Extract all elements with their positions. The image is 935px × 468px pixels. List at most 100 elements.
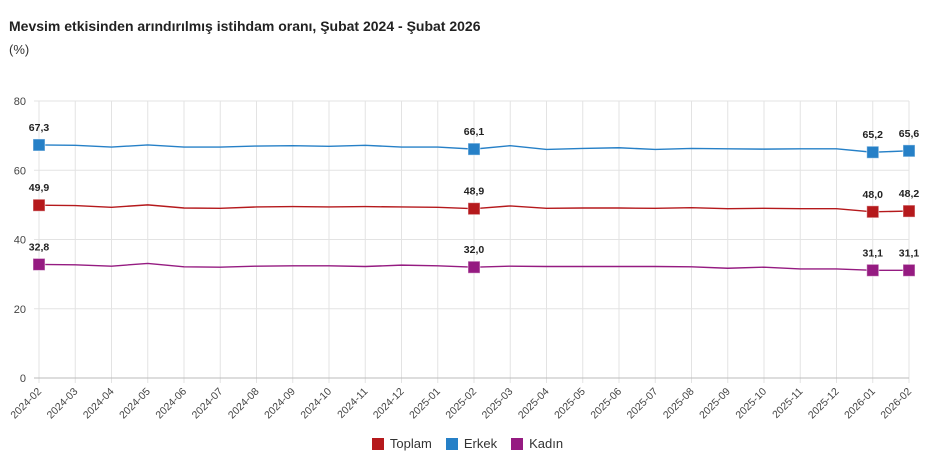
data-point — [364, 144, 367, 147]
x-tick-label: 2024-03 — [45, 386, 81, 422]
y-tick-label: 20 — [14, 304, 26, 316]
data-point — [799, 207, 802, 210]
x-tick-label: 2025-01 — [407, 386, 443, 422]
data-point — [763, 207, 766, 210]
data-point — [436, 146, 439, 149]
x-tick-label: 2025-02 — [443, 386, 479, 422]
data-point — [545, 148, 548, 151]
x-tick-label: 2025-12 — [806, 386, 842, 422]
data-point — [146, 203, 149, 206]
data-marker — [467, 142, 481, 156]
data-label: 49,9 — [29, 182, 50, 194]
data-point — [545, 265, 548, 268]
x-tick-label: 2025-07 — [625, 386, 661, 422]
data-point — [763, 266, 766, 269]
x-tick-label: 2025-05 — [552, 386, 588, 422]
data-point — [110, 206, 113, 209]
data-point — [255, 205, 258, 208]
x-tick-label: 2024-02 — [8, 386, 44, 422]
data-label: 66,1 — [464, 126, 485, 138]
data-point — [799, 267, 802, 270]
data-label: 32,8 — [29, 241, 50, 253]
data-marker — [32, 138, 46, 152]
y-tick-label: 80 — [14, 96, 26, 108]
data-label: 48,9 — [464, 186, 485, 198]
legend-swatch — [511, 437, 524, 450]
legend-swatch — [445, 437, 458, 450]
data-point — [835, 147, 838, 150]
data-point — [291, 205, 294, 208]
legend-swatch — [371, 437, 384, 450]
data-point — [110, 265, 113, 268]
data-point — [690, 265, 693, 268]
data-point — [618, 146, 621, 149]
data-point — [835, 267, 838, 270]
data-point — [291, 144, 294, 147]
data-point — [146, 143, 149, 146]
data-marker — [32, 257, 46, 271]
data-point — [364, 265, 367, 268]
data-point — [509, 265, 512, 268]
x-tick-label: 2025-04 — [516, 386, 552, 422]
legend-label: Toplam — [389, 436, 432, 451]
data-point — [183, 146, 186, 149]
data-label: 65,2 — [863, 129, 884, 141]
data-marker — [467, 260, 481, 274]
data-marker — [902, 204, 916, 218]
y-tick-label: 60 — [14, 165, 26, 177]
data-point — [581, 206, 584, 209]
data-point — [74, 263, 77, 266]
data-label: 31,1 — [863, 247, 884, 259]
data-point — [328, 145, 331, 148]
data-point — [618, 265, 621, 268]
data-marker — [32, 198, 46, 212]
data-label: 48,0 — [863, 189, 884, 201]
data-point — [110, 146, 113, 149]
data-point — [183, 206, 186, 209]
data-point — [618, 206, 621, 209]
data-label: 65,6 — [899, 128, 920, 140]
x-tick-label: 2025-10 — [733, 386, 769, 422]
data-point — [146, 262, 149, 265]
data-marker — [467, 202, 481, 216]
data-point — [74, 204, 77, 207]
data-point — [400, 205, 403, 208]
data-label: 67,3 — [29, 122, 50, 134]
x-tick-label: 2024-12 — [371, 386, 407, 422]
y-axis-unit: (%) — [9, 42, 30, 57]
x-tick-label: 2024-11 — [335, 386, 370, 421]
data-point — [328, 264, 331, 267]
chart-title: Mevsim etkisinden arındırılmış istihdam … — [9, 18, 481, 34]
data-point — [654, 207, 657, 210]
legend-label: Erkek — [463, 436, 498, 451]
data-point — [219, 146, 222, 149]
data-point — [654, 148, 657, 151]
legend-item-toplam[interactable]: Toplam — [371, 436, 432, 451]
x-tick-label: 2025-06 — [588, 386, 624, 422]
y-tick-label: 40 — [14, 235, 26, 247]
data-point — [436, 264, 439, 267]
data-point — [364, 205, 367, 208]
legend-item-kadın[interactable]: Kadın — [511, 436, 563, 451]
x-tick-label: 2025-11 — [770, 386, 805, 421]
data-point — [835, 207, 838, 210]
data-point — [219, 266, 222, 269]
x-tick-label: 2024-07 — [190, 386, 226, 422]
data-point — [654, 265, 657, 268]
data-point — [255, 265, 258, 268]
y-tick-label: 0 — [20, 373, 26, 385]
data-point — [690, 147, 693, 150]
x-tick-label: 2024-10 — [298, 386, 334, 422]
data-point — [400, 146, 403, 149]
x-tick-label: 2024-05 — [117, 386, 153, 422]
data-label: 32,0 — [464, 244, 485, 256]
data-point — [690, 206, 693, 209]
legend-item-erkek[interactable]: Erkek — [445, 436, 498, 451]
data-marker — [866, 205, 880, 219]
data-point — [436, 206, 439, 209]
data-point — [509, 144, 512, 147]
data-point — [509, 204, 512, 207]
x-tick-label: 2025-09 — [697, 386, 733, 422]
data-marker — [866, 263, 880, 277]
